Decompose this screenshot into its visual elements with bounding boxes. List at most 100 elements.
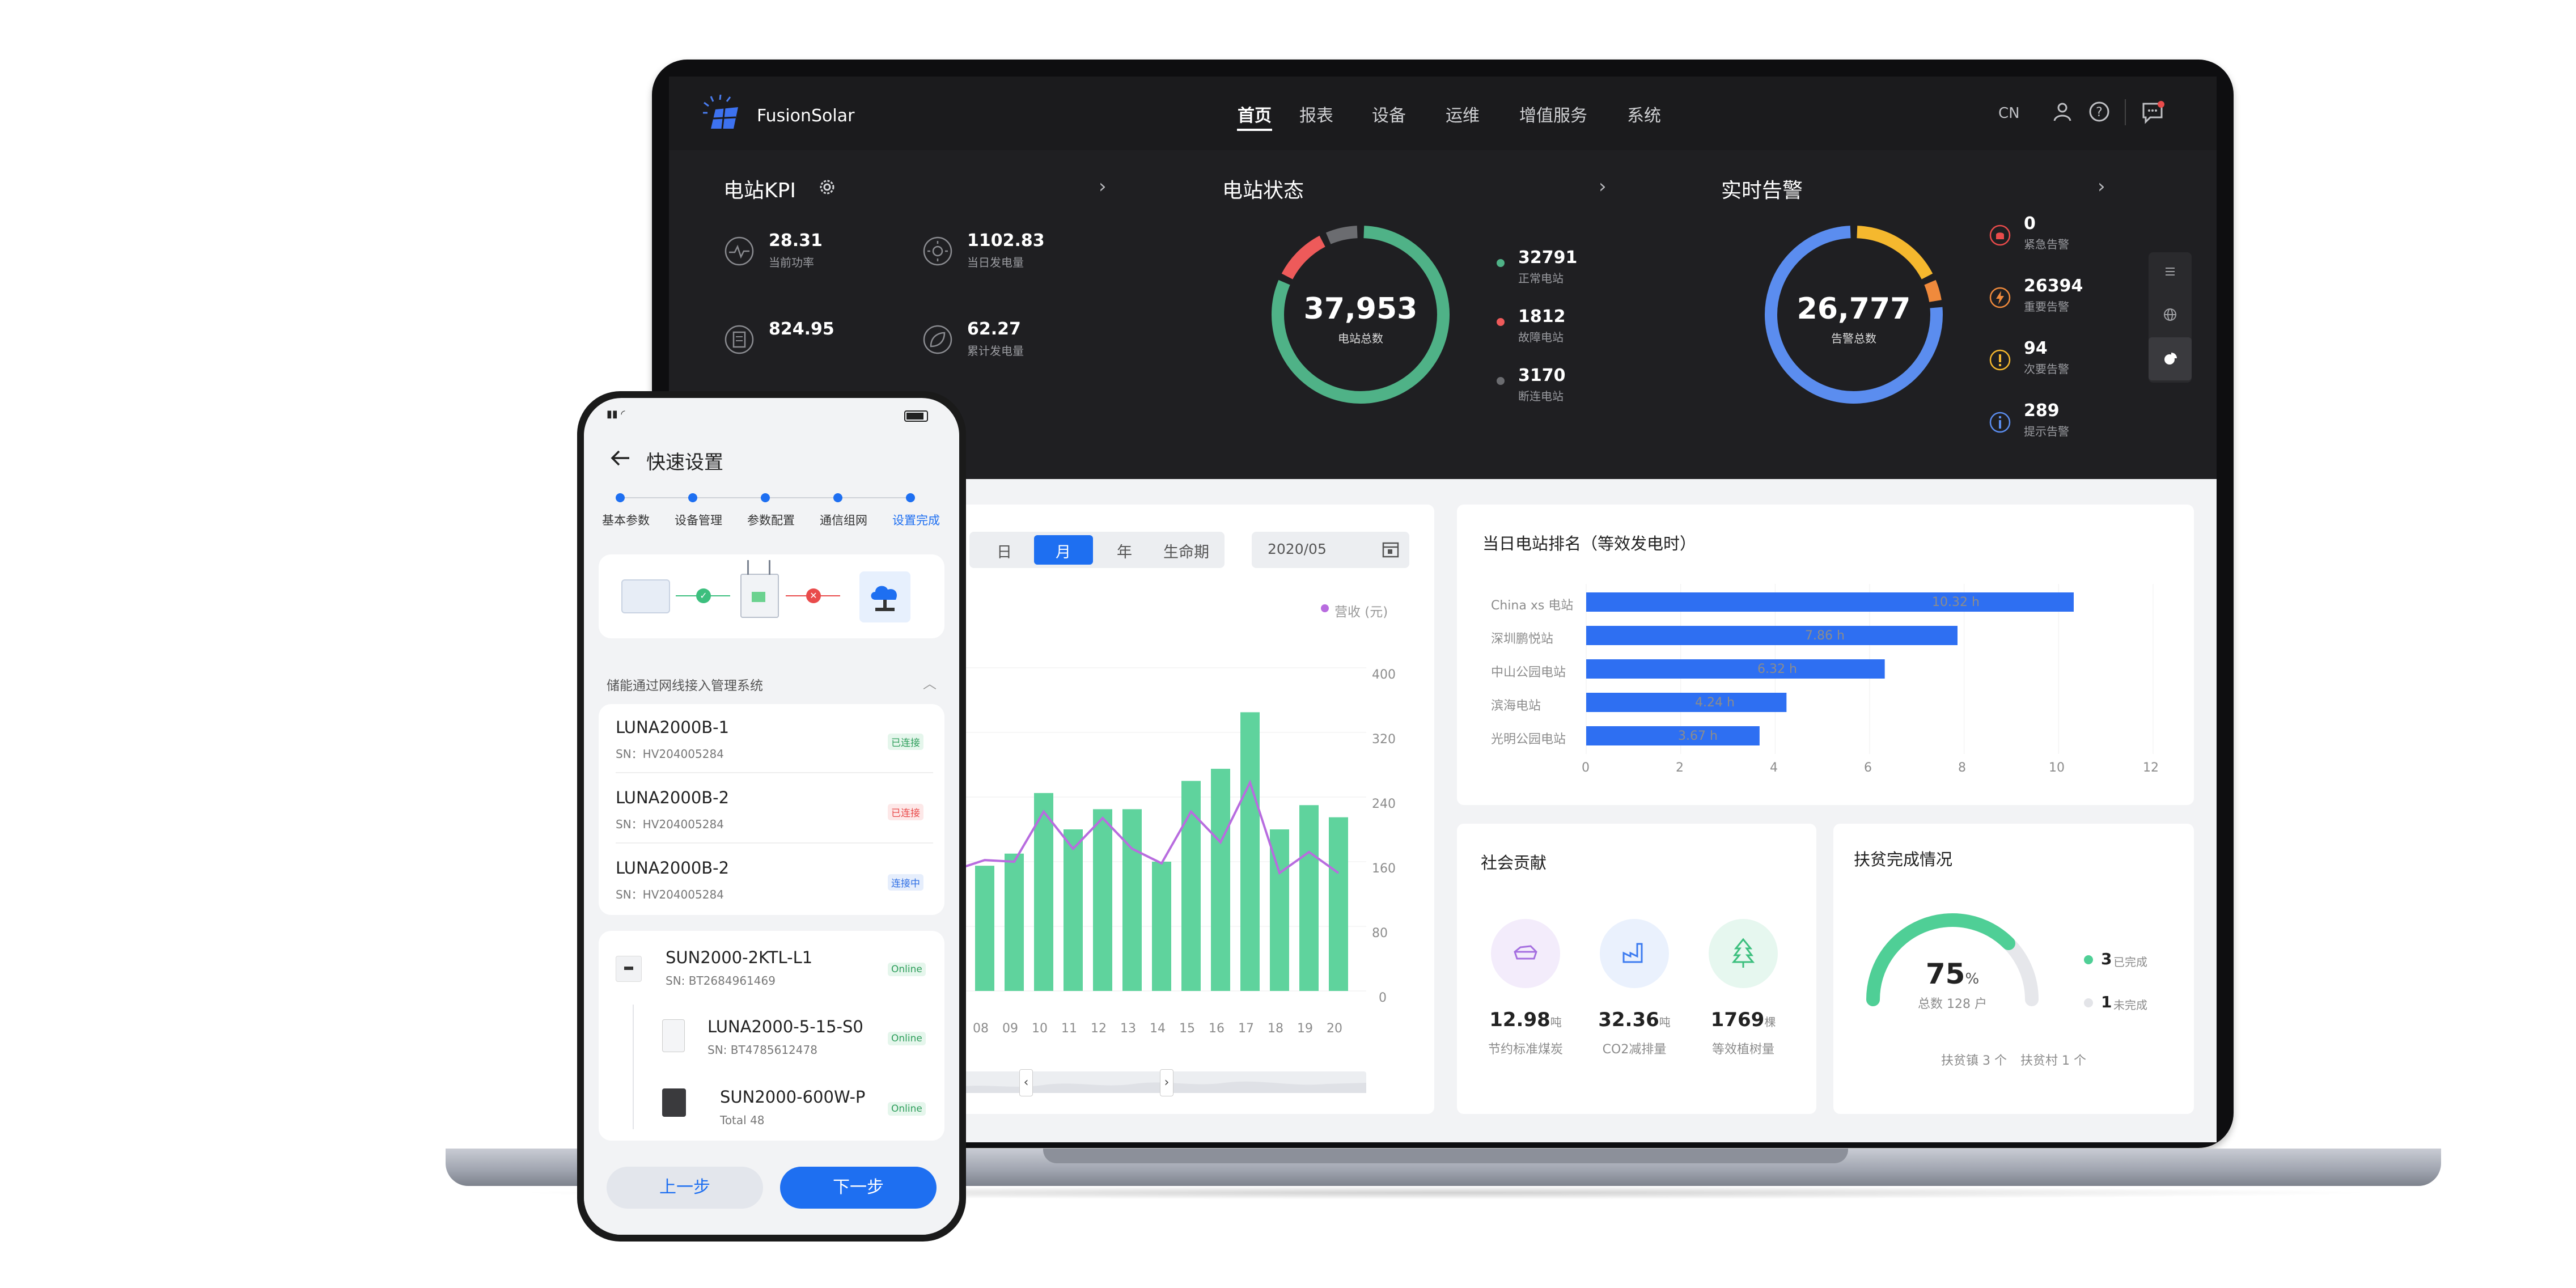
device-name: LUNA2000-5-15-S0	[707, 1017, 863, 1036]
energy-bar	[1181, 781, 1201, 991]
user-icon[interactable]	[2051, 100, 2074, 123]
alarm-donut	[1765, 226, 1943, 404]
poverty-percent: 75%	[1896, 957, 2009, 990]
completed-value: 3	[2101, 950, 2112, 968]
tab-day[interactable]: 日	[997, 544, 1012, 561]
online-badge: Online	[888, 963, 926, 976]
energy-bar	[1064, 829, 1083, 991]
tab-year[interactable]: 年	[1117, 544, 1132, 561]
kpi-more-chevron-icon[interactable]: ›	[1099, 175, 1107, 198]
legend-revenue-label: 营收 (元)	[1334, 605, 1388, 620]
scrubber-right-handle[interactable]: ›	[1160, 1069, 1173, 1096]
energy-bar	[975, 866, 994, 991]
x-label: 08	[973, 1022, 989, 1036]
y-tick: 80	[1372, 926, 1388, 940]
status-normal-value: 32791	[1518, 248, 1578, 268]
poverty-gauge	[1866, 913, 2039, 1006]
alarm-minor-value: 94	[2024, 338, 2048, 358]
step-label-active: 设置完成	[892, 514, 940, 527]
kpi-daily-energy-value: 1102.83	[967, 231, 1045, 251]
ranking-x-tick: 6	[1864, 761, 1872, 775]
exclamation-icon	[1989, 349, 2011, 371]
pie-chart-icon	[2164, 353, 2177, 365]
nav-devices[interactable]: 设备	[1372, 106, 1406, 126]
y-tick: 160	[1372, 862, 1396, 876]
device-tree-card: SUN2000-2KTL-L1 SN: BT2684961469 Online …	[599, 931, 944, 1141]
device-name: SUN2000-600W-P	[720, 1087, 866, 1107]
nav-home[interactable]: 首页	[1238, 106, 1272, 126]
range-scrubber[interactable]	[952, 1071, 1366, 1093]
nav-reports[interactable]: 报表	[1299, 106, 1333, 126]
globe-icon[interactable]	[2162, 307, 2178, 323]
language-switch[interactable]: CN	[1998, 105, 2020, 122]
kpi-total-energy-value: 62.27	[967, 319, 1021, 339]
alarm-warning-label: 提示告警	[2024, 425, 2069, 438]
top-navigation-bar: FusionSolar 首页 报表 设备 运维 增值服务 系统 CN ?	[669, 77, 2217, 150]
collapse-chevron-icon[interactable]: ︿	[923, 676, 937, 692]
battery-sn: SN：HV204005284	[616, 817, 724, 831]
connected-error-badge: 已连接	[888, 804, 923, 820]
kpi-current-power-value: 28.31	[769, 231, 823, 251]
energy-bar	[1240, 712, 1260, 991]
alarm-more-chevron-icon[interactable]: ›	[2098, 175, 2105, 198]
status-more-chevron-icon[interactable]: ›	[1599, 175, 1607, 198]
online-badge: Online	[888, 1032, 926, 1045]
tab-month-active[interactable]	[1034, 535, 1093, 565]
back-arrow-icon[interactable]	[609, 447, 632, 469]
optimizer-device-icon	[662, 1088, 686, 1117]
device-total: Total 48	[720, 1113, 765, 1127]
uncompleted-value: 1	[2101, 993, 2112, 1011]
y-tick: 400	[1372, 668, 1396, 682]
x-label: 16	[1209, 1022, 1225, 1036]
ranking-x-tick: 12	[2143, 761, 2159, 775]
ranking-x-tick: 8	[1958, 761, 1966, 775]
ranking-bar-chart	[1586, 584, 2154, 754]
router-icon	[740, 560, 779, 618]
step-label: 基本参数	[602, 514, 650, 527]
energy-bar	[1034, 793, 1053, 991]
calendar-icon[interactable]	[1381, 540, 1400, 559]
uncompleted-dot	[2084, 998, 2093, 1007]
sun-energy-icon	[923, 236, 952, 266]
app-name: FusionSolar	[757, 106, 855, 126]
side-tool-active[interactable]	[2149, 337, 2192, 380]
nav-value-added[interactable]: 增值服务	[1519, 106, 1587, 126]
co2-reduced-value: 32.36	[1598, 1009, 1659, 1031]
alarm-major-label: 重要告警	[2024, 300, 2069, 313]
donut-segment	[1765, 226, 1943, 404]
step-dot	[616, 493, 625, 502]
scrubber-left-handle[interactable]: ‹	[1019, 1069, 1033, 1096]
x-label: 20	[1327, 1022, 1342, 1036]
nav-system[interactable]: 系统	[1627, 106, 1661, 126]
ranking-value-label: 7.86 h	[1805, 629, 1845, 643]
tab-lifetime[interactable]: 生命期	[1163, 544, 1209, 561]
previous-step-button[interactable]: 上一步	[607, 1167, 763, 1209]
coal-saved: 12.98吨	[1480, 1009, 1571, 1031]
step-dot	[906, 493, 915, 502]
battery-list-card: LUNA2000B-1 SN：HV204005284 已连接 LUNA2000B…	[599, 704, 944, 915]
tab-month[interactable]: 月	[1056, 544, 1071, 561]
ranking-station-name: 滨海电站	[1491, 699, 1541, 713]
energy-bar	[1152, 862, 1171, 991]
step-dot	[688, 493, 697, 502]
station-total-label: 电站总数	[1338, 332, 1383, 345]
x-label: 14	[1150, 1022, 1166, 1036]
next-step-button[interactable]: 下一步	[780, 1167, 937, 1209]
list-icon[interactable]	[2162, 264, 2178, 279]
energy-bar	[1329, 817, 1348, 991]
signal-icon: ▮▮ ◜	[607, 408, 625, 420]
trees-planted-label: 等效植树量	[1711, 1043, 1774, 1057]
settings-gear-icon[interactable]	[817, 177, 837, 197]
x-label: 17	[1238, 1022, 1254, 1036]
period-tabs	[969, 532, 1225, 568]
nav-operations[interactable]: 运维	[1446, 106, 1480, 126]
poverty-title: 扶贫完成情况	[1854, 850, 1953, 869]
x-label: 12	[1091, 1022, 1107, 1036]
message-icon[interactable]	[2140, 100, 2165, 124]
help-icon[interactable]: ?	[2088, 100, 2111, 123]
energy-bar-line-chart	[952, 667, 1366, 992]
ranking-x-tick: 10	[2049, 761, 2065, 775]
status-normal-dot	[1497, 259, 1505, 267]
alarm-critical-label: 紧急告警	[2024, 238, 2069, 251]
tree-line	[633, 1005, 634, 1129]
